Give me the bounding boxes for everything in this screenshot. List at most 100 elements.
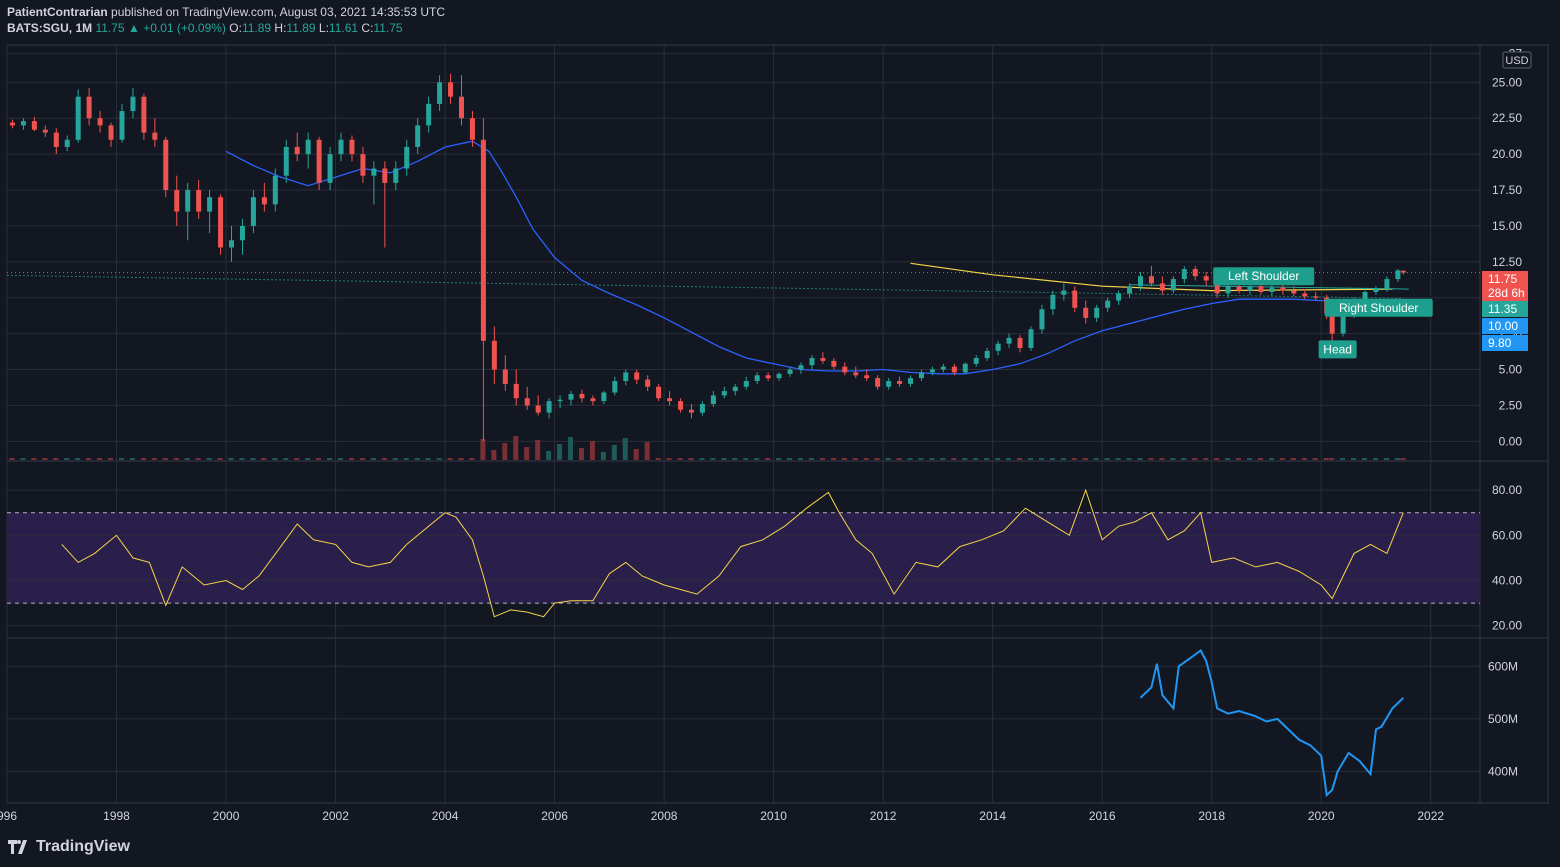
candle [53,128,59,155]
volume-bar [896,458,902,460]
candle [1083,300,1089,324]
candle-body [951,366,957,373]
volume-bar [776,458,782,460]
candle [732,383,738,396]
volume-bar [1279,458,1285,460]
candle-body [1362,291,1368,301]
candle-body [962,363,968,373]
y-tick-label: 20.00 [1492,147,1522,161]
x-tick-label: 996 [0,809,17,823]
volume-bar [86,458,92,460]
candle-body [1137,276,1143,287]
candle [152,118,158,147]
tradingview-brand[interactable]: TradingView [8,838,130,856]
currency-badge [1502,51,1532,69]
candle-body [316,139,322,183]
candle [42,125,48,137]
candle-body [1039,309,1045,330]
candle-body [207,197,213,212]
candle-body [1247,286,1253,291]
volume-bar [1192,458,1198,460]
candle [1039,304,1045,334]
volume-bar [140,458,146,460]
volume-bar [217,458,223,460]
candle-body [1373,289,1379,292]
y-tick-label: 15.00 [1492,219,1522,233]
candle [272,168,278,212]
candle-body [42,129,48,133]
candle [108,122,114,147]
candle [1148,266,1154,287]
candle-body [130,96,136,112]
volume-bar [118,458,124,460]
low-value: 11.61 [328,21,359,35]
candle-body [218,197,224,248]
candle [897,376,903,387]
candle-body [1291,290,1297,294]
volume-bar [1394,458,1400,460]
candle [590,395,596,406]
candle-body [196,190,202,212]
candle [918,369,924,382]
candle [250,190,256,234]
candle-body [1127,286,1133,294]
candle-body [864,375,870,379]
candle [20,118,26,130]
y-tick-label: 22.50 [1492,111,1522,125]
candle [754,372,760,384]
candle [480,118,486,442]
rsi-tick-label: 60.00 [1492,528,1522,542]
candle-body [1225,286,1231,294]
volume-bar [1340,458,1346,460]
volume-bar [1400,458,1406,460]
chart-header: PatientContrarian published on TradingVi… [7,4,445,36]
volume-bar [1049,458,1055,460]
y-tick-label: 0.00 [1499,434,1523,448]
long-trendline [6,274,1404,299]
candle-body [918,372,924,379]
candle [1384,276,1390,292]
candle-body [721,391,727,396]
volume-bar [1137,458,1143,460]
candle-body [119,111,125,140]
candle-body [1061,290,1067,295]
volume-bar [53,458,59,460]
volume-bar [984,458,990,460]
candle [239,218,245,255]
candle [765,372,771,382]
volume-bar [1214,458,1220,460]
price-axis-label-box [1482,301,1528,317]
volume-bar [1301,458,1307,460]
candle [656,383,662,402]
volume-bar [611,445,617,460]
candle-body [371,168,377,176]
candle-body [831,360,837,367]
candle [1137,271,1143,291]
volume-bar [568,437,574,460]
volume-bar [743,458,749,460]
volume-bar [951,458,957,460]
volume-bar [42,458,48,460]
rsi-line [61,488,1404,618]
volume-bar [841,458,847,460]
candle [853,366,859,379]
candle-body [338,139,344,155]
candle [97,111,103,133]
price-axis-label: 9.80 [1488,336,1512,350]
author-name[interactable]: PatientContrarian [7,5,108,19]
volume-bar [239,458,245,460]
candle [382,161,388,248]
candle-body [469,118,475,140]
candle-body [502,369,508,384]
candle [612,376,618,396]
candle-body [1258,286,1264,292]
candle [1181,266,1187,284]
volume-bar [338,458,344,460]
open-value: 11.89 [241,21,272,35]
x-tick-label: 2008 [651,809,678,823]
volume-bar [546,451,552,460]
close-value: 11.75 [373,21,403,35]
publish-info: published on TradingView.com, August 03,… [111,5,446,19]
volume-bar [414,458,420,460]
